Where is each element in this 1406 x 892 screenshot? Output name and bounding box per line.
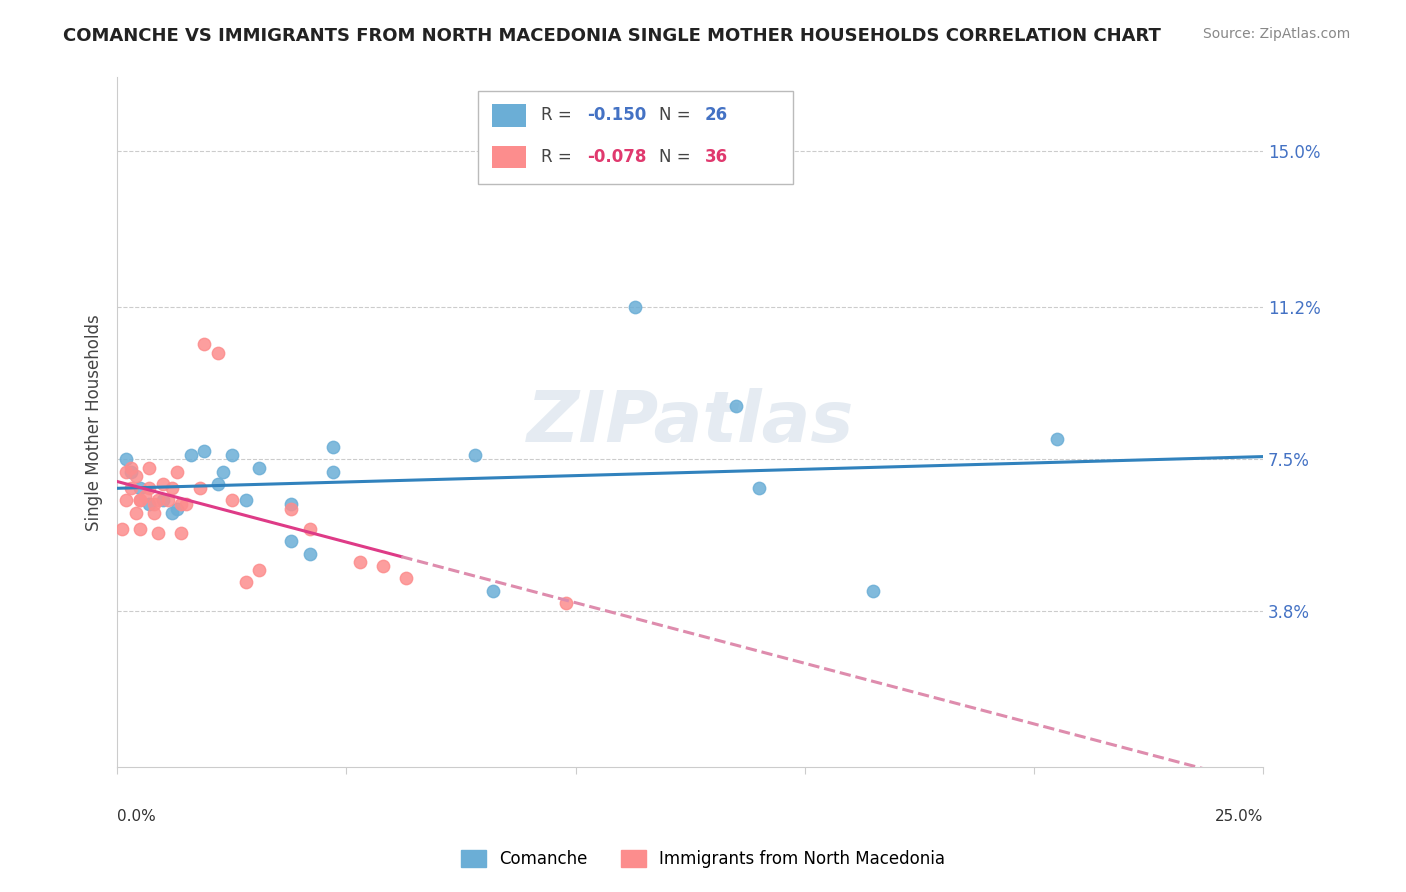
Point: [211, 465, 233, 479]
Point: [124, 506, 146, 520]
Point: [174, 498, 197, 512]
Point: [120, 481, 142, 495]
Point: [322, 440, 344, 454]
Point: [138, 498, 160, 512]
Text: N =: N =: [659, 106, 696, 124]
Point: [207, 477, 229, 491]
Point: [280, 498, 302, 512]
Text: -0.078: -0.078: [588, 148, 647, 166]
Text: 26: 26: [704, 106, 728, 124]
Point: [156, 493, 179, 508]
Point: [1046, 432, 1069, 446]
Point: [115, 452, 138, 467]
Point: [138, 460, 160, 475]
Text: R =: R =: [541, 106, 578, 124]
FancyBboxPatch shape: [492, 104, 526, 127]
Point: [152, 477, 174, 491]
Point: [129, 493, 152, 508]
Point: [247, 460, 270, 475]
Text: Source: ZipAtlas.com: Source: ZipAtlas.com: [1202, 27, 1350, 41]
Point: [464, 448, 486, 462]
Point: [482, 583, 505, 598]
Point: [120, 465, 142, 479]
Text: 25.0%: 25.0%: [1215, 809, 1263, 823]
Point: [280, 534, 302, 549]
Point: [221, 493, 243, 508]
Point: [322, 465, 344, 479]
Point: [152, 493, 174, 508]
Point: [724, 399, 747, 413]
Point: [142, 498, 165, 512]
Text: -0.150: -0.150: [588, 106, 647, 124]
Text: COMANCHE VS IMMIGRANTS FROM NORTH MACEDONIA SINGLE MOTHER HOUSEHOLDS CORRELATION: COMANCHE VS IMMIGRANTS FROM NORTH MACEDO…: [63, 27, 1161, 45]
Point: [115, 493, 138, 508]
Point: [170, 526, 193, 541]
Y-axis label: Single Mother Households: Single Mother Households: [86, 314, 103, 531]
Point: [160, 481, 183, 495]
Point: [371, 559, 394, 574]
Point: [395, 571, 418, 585]
Point: [129, 481, 152, 495]
Point: [349, 555, 371, 569]
Text: ZIPatlas: ZIPatlas: [526, 388, 853, 457]
Point: [138, 481, 160, 495]
Point: [555, 596, 578, 610]
Point: [188, 481, 211, 495]
Point: [111, 522, 134, 536]
Text: N =: N =: [659, 148, 696, 166]
Point: [134, 489, 156, 503]
Point: [862, 583, 884, 598]
Point: [148, 526, 170, 541]
Point: [148, 493, 170, 508]
Point: [624, 301, 647, 315]
Point: [170, 498, 193, 512]
Point: [298, 547, 321, 561]
Text: 0.0%: 0.0%: [117, 809, 156, 823]
Legend: Comanche, Immigrants from North Macedonia: Comanche, Immigrants from North Macedoni…: [454, 843, 952, 875]
Point: [221, 448, 243, 462]
Point: [748, 481, 770, 495]
Point: [166, 465, 188, 479]
Point: [124, 468, 146, 483]
Point: [180, 448, 202, 462]
Point: [298, 522, 321, 536]
Point: [142, 506, 165, 520]
Point: [129, 493, 152, 508]
Point: [129, 522, 152, 536]
Point: [235, 493, 257, 508]
Point: [193, 337, 215, 351]
Point: [115, 465, 138, 479]
Point: [120, 460, 142, 475]
Text: R =: R =: [541, 148, 578, 166]
Point: [160, 506, 183, 520]
FancyBboxPatch shape: [492, 145, 526, 169]
FancyBboxPatch shape: [478, 91, 793, 185]
Point: [235, 575, 257, 590]
Point: [247, 563, 270, 577]
Point: [193, 444, 215, 458]
Point: [166, 501, 188, 516]
Point: [280, 501, 302, 516]
Point: [207, 345, 229, 359]
Text: 36: 36: [704, 148, 728, 166]
